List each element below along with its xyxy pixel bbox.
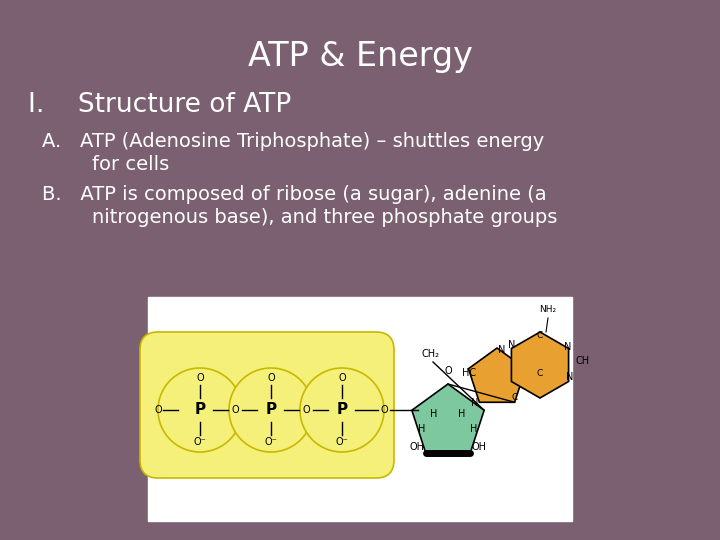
Polygon shape [412,384,484,453]
Text: N: N [564,342,572,352]
Text: P: P [194,402,206,417]
Text: CH₂: CH₂ [421,349,439,359]
Text: O⁻: O⁻ [265,437,277,447]
Text: C: C [537,330,543,340]
Text: NH₂: NH₂ [539,306,557,314]
Text: O: O [196,373,204,383]
Text: O: O [444,366,452,376]
Text: H: H [418,424,426,434]
FancyBboxPatch shape [148,297,572,521]
Polygon shape [469,348,526,402]
Text: HC: HC [462,368,476,378]
Text: C: C [512,394,518,402]
Text: OH: OH [472,442,487,453]
Text: C: C [537,368,543,377]
Circle shape [300,368,384,452]
Text: O: O [267,373,275,383]
Polygon shape [511,332,569,398]
Text: P: P [336,402,348,417]
Text: A.   ATP (Adenosine Triphosphate) – shuttles energy: A. ATP (Adenosine Triphosphate) – shuttl… [42,132,544,151]
Text: O: O [231,405,239,415]
Text: nitrogenous base), and three phosphate groups: nitrogenous base), and three phosphate g… [42,208,557,227]
Text: O: O [154,405,162,415]
Text: B.   ATP is composed of ribose (a sugar), adenine (a: B. ATP is composed of ribose (a sugar), … [42,185,546,204]
Circle shape [158,368,242,452]
Text: N: N [472,398,479,408]
Text: O⁻: O⁻ [336,437,348,447]
Text: H: H [431,409,438,419]
Text: N: N [567,372,574,382]
Text: ATP & Energy: ATP & Energy [248,40,472,73]
Text: OH: OH [410,442,424,453]
Text: N: N [508,340,516,350]
Text: H: H [459,409,466,419]
Text: I.    Structure of ATP: I. Structure of ATP [28,92,292,118]
Circle shape [229,368,313,452]
Text: O: O [302,405,310,415]
Text: N: N [498,345,505,355]
Text: O⁻: O⁻ [194,437,207,447]
Text: H: H [470,424,478,434]
FancyBboxPatch shape [140,332,394,478]
Text: O: O [380,405,388,415]
Text: P: P [266,402,276,417]
Text: for cells: for cells [42,155,169,174]
Text: O: O [338,373,346,383]
Text: CH: CH [576,356,590,366]
